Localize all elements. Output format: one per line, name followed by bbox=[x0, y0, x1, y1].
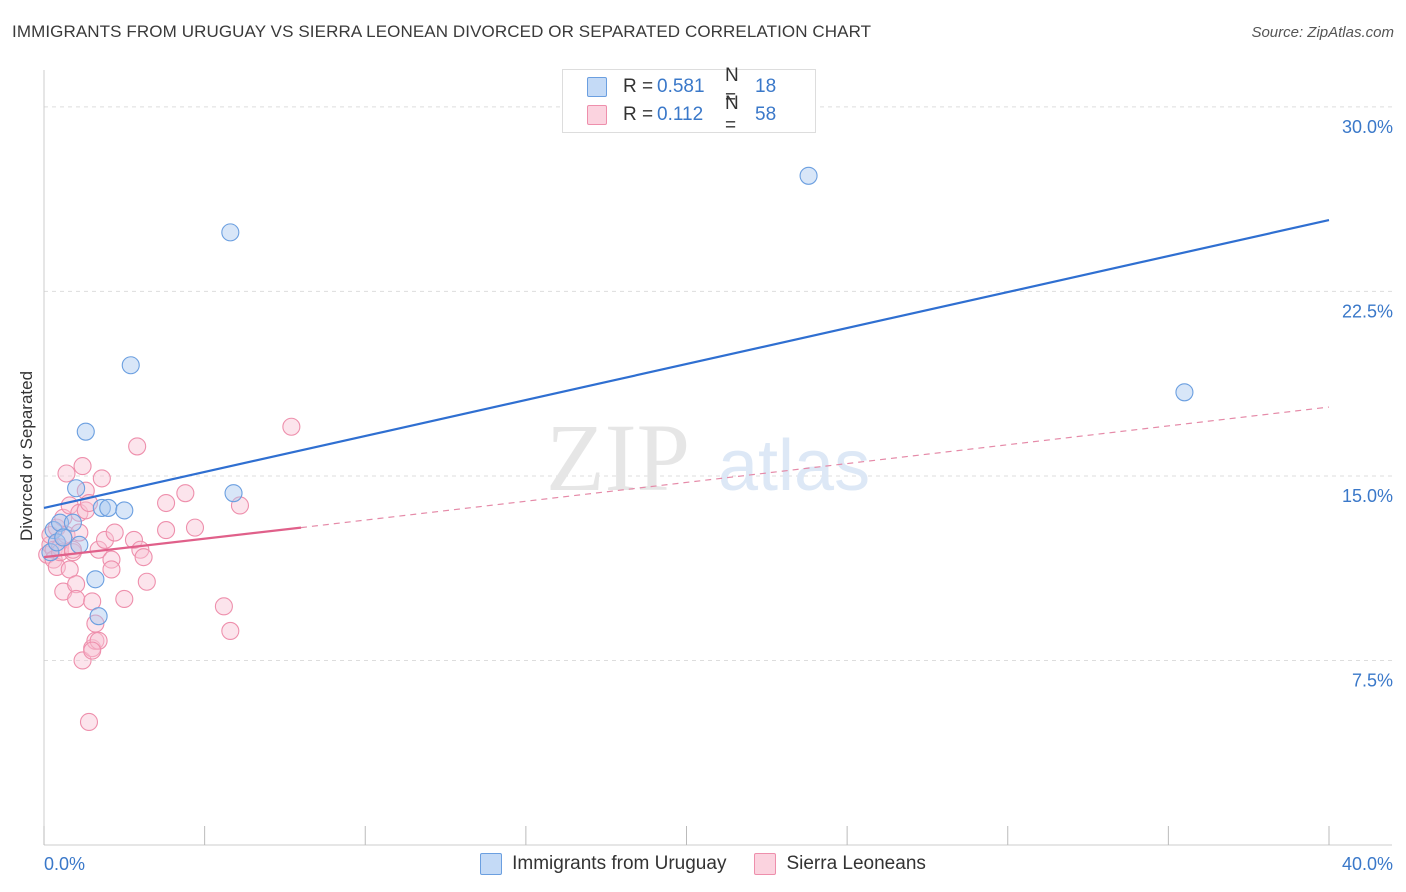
legend-swatch-sierra-leone bbox=[587, 105, 607, 125]
trend-line-uruguay bbox=[43, 219, 1330, 510]
data-point bbox=[63, 513, 82, 532]
data-point bbox=[73, 457, 92, 476]
x-tick-label: 0.0% bbox=[44, 854, 85, 874]
y-tick-label: 30.0% bbox=[1342, 117, 1393, 137]
legend-swatch-sierra-leone bbox=[754, 853, 777, 875]
axes-layer: 7.5% 15.0% 22.5% 30.0% 0.0% 40.0% bbox=[43, 70, 1393, 874]
y-axis-label: Divorced or Separated bbox=[17, 371, 36, 541]
data-point bbox=[185, 518, 205, 537]
data-point bbox=[76, 422, 95, 441]
series-uruguay bbox=[41, 166, 1194, 626]
x-tick-label: 40.0% bbox=[1342, 854, 1393, 874]
data-point bbox=[115, 589, 134, 609]
n-label: N = bbox=[725, 65, 739, 108]
watermark-atlas: atlas bbox=[718, 426, 870, 506]
data-point bbox=[83, 641, 102, 660]
trend-line-sierra-leone bbox=[43, 526, 302, 559]
n-label: N = bbox=[725, 93, 739, 136]
data-point bbox=[176, 484, 195, 503]
n-value: 18 bbox=[755, 76, 777, 97]
data-point bbox=[92, 469, 111, 488]
grid-layer bbox=[44, 106, 1392, 661]
data-point bbox=[128, 437, 147, 456]
data-point bbox=[67, 575, 86, 594]
points-layer bbox=[38, 166, 1194, 732]
r-value: 0.112 bbox=[657, 104, 704, 125]
legend-label-sierra-leone: Sierra Leoneans bbox=[786, 853, 926, 874]
data-point bbox=[214, 597, 233, 616]
data-point bbox=[54, 528, 73, 547]
legend-label-uruguay: Immigrants from Uruguay bbox=[512, 853, 727, 874]
y-tick-label: 22.5% bbox=[1342, 301, 1393, 321]
data-point bbox=[92, 498, 111, 517]
data-point bbox=[282, 417, 301, 436]
y-tick-label: 15.0% bbox=[1342, 486, 1393, 506]
data-point bbox=[121, 356, 140, 375]
r-value: 0.581 bbox=[657, 76, 705, 97]
data-point bbox=[157, 493, 176, 513]
data-point bbox=[73, 651, 92, 670]
trend-layer bbox=[43, 219, 1330, 559]
data-point bbox=[102, 560, 121, 579]
data-point bbox=[221, 621, 240, 641]
y-tick-label: 7.5% bbox=[1352, 670, 1393, 690]
r-label: R = bbox=[623, 76, 654, 97]
data-point bbox=[89, 607, 108, 626]
data-point bbox=[224, 484, 243, 503]
legend-swatch-uruguay bbox=[587, 77, 607, 97]
data-point bbox=[89, 631, 108, 650]
watermark-zip: ZIP bbox=[546, 404, 690, 511]
data-point bbox=[102, 550, 121, 569]
watermark: ZIP atlas bbox=[546, 404, 870, 511]
correlation-legend: R = 0.581 N = 18 R = 0.112 N = 58 bbox=[562, 65, 816, 136]
legend-row-uruguay: R = 0.581 N = 18 bbox=[587, 65, 777, 108]
data-point bbox=[157, 521, 176, 540]
data-point bbox=[115, 501, 134, 520]
data-point bbox=[57, 464, 76, 483]
n-value: 58 bbox=[755, 104, 777, 125]
data-point bbox=[1175, 383, 1194, 402]
data-point bbox=[95, 530, 115, 549]
legend-item-uruguay: Immigrants from Uruguay bbox=[480, 853, 726, 875]
data-point bbox=[799, 166, 818, 185]
data-point bbox=[86, 570, 105, 589]
data-point bbox=[67, 589, 86, 609]
legend-row-sierra-leone: R = 0.112 N = 58 bbox=[587, 93, 777, 136]
data-point bbox=[124, 530, 143, 549]
series-sierra-leone bbox=[38, 417, 301, 732]
chart-title: IMMIGRANTS FROM URUGUAY VS SIERRA LEONEA… bbox=[12, 22, 872, 41]
data-point bbox=[134, 548, 153, 567]
legend-swatch-uruguay bbox=[480, 853, 503, 875]
trend-line-sierra-leone-extension bbox=[300, 406, 1330, 529]
legend-item-sierra-leone: Sierra Leoneans bbox=[754, 853, 926, 875]
data-point bbox=[51, 513, 70, 532]
data-point bbox=[99, 498, 118, 517]
r-label: R = bbox=[623, 104, 654, 125]
data-point bbox=[70, 535, 89, 554]
data-point bbox=[67, 479, 86, 498]
source-label: Source: ZipAtlas.com bbox=[1251, 24, 1394, 41]
data-point bbox=[79, 712, 99, 732]
data-point bbox=[105, 523, 124, 542]
data-point bbox=[221, 223, 240, 242]
series-legend: Immigrants from Uruguay Sierra Leoneans bbox=[0, 852, 1406, 876]
data-point bbox=[137, 572, 156, 591]
